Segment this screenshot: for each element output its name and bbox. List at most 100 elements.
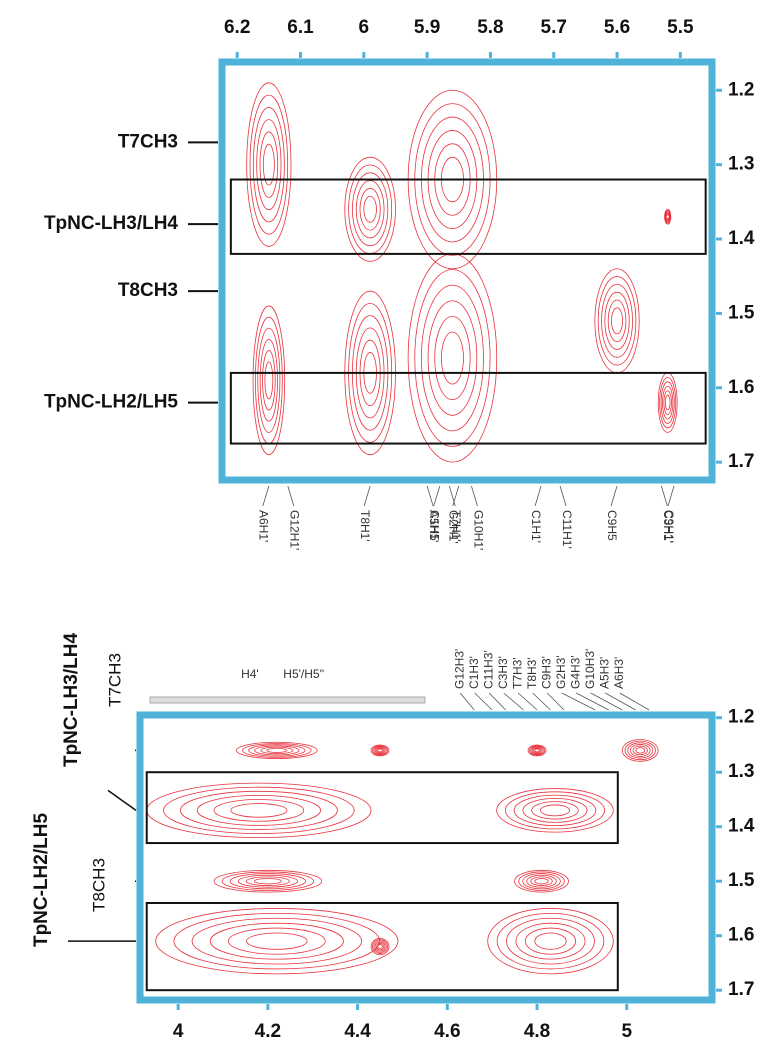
contour bbox=[259, 131, 279, 198]
contour bbox=[533, 747, 542, 754]
contour bbox=[242, 743, 312, 758]
contour bbox=[659, 376, 677, 429]
assignment-label: G2H1' bbox=[447, 510, 461, 544]
x-tick-label: 6.2 bbox=[224, 17, 250, 38]
assignment-label: C9H1' bbox=[662, 510, 676, 543]
assignment-leader bbox=[471, 485, 478, 507]
peak-annotation: T7CH3 bbox=[118, 131, 178, 152]
contour bbox=[665, 211, 671, 223]
assignment-leader bbox=[605, 692, 636, 711]
assignment-leader bbox=[426, 485, 434, 507]
y-tick-label: 1.5 bbox=[728, 870, 755, 891]
contour bbox=[373, 940, 387, 953]
y-tick-label: 1.7 bbox=[728, 451, 754, 472]
y-tick-label: 1.3 bbox=[728, 761, 754, 782]
assignment-label: G12H3' bbox=[452, 649, 466, 689]
assignment-leader bbox=[532, 692, 551, 711]
contour bbox=[196, 794, 321, 826]
panel: 4 4.2 4.4 4.6 4.8 5 1.2 1.3 1.4 1.5 1.6 1.7 T7CH3 TpN… bbox=[31, 633, 755, 1042]
contour bbox=[496, 788, 614, 833]
contour bbox=[524, 927, 577, 955]
assignment-leader bbox=[433, 485, 441, 507]
contour bbox=[179, 790, 338, 830]
peak-annotation: TpNC-LH2/LH5 bbox=[44, 392, 178, 413]
contour bbox=[344, 156, 396, 262]
contour bbox=[515, 922, 586, 960]
peak-annotation: TpNC-LH2/LH5 bbox=[31, 813, 52, 947]
selection-box bbox=[229, 178, 707, 255]
contour bbox=[522, 797, 588, 823]
assignment-leader bbox=[474, 692, 493, 711]
contour bbox=[534, 878, 549, 885]
contour bbox=[374, 747, 386, 754]
x-tick-label: 4.6 bbox=[434, 1021, 460, 1042]
contour bbox=[427, 300, 478, 416]
assignment-label: T7H3' bbox=[510, 657, 524, 689]
y-tick-label: 1.2 bbox=[728, 707, 754, 728]
leader-line bbox=[107, 789, 137, 811]
contour bbox=[621, 739, 659, 762]
contour bbox=[664, 394, 671, 411]
header-label: H4' bbox=[241, 667, 259, 681]
y-tick-label: 1.4 bbox=[728, 228, 755, 249]
contour bbox=[518, 871, 565, 891]
assignment-leader bbox=[262, 485, 270, 507]
contour bbox=[163, 786, 355, 834]
contour bbox=[632, 745, 648, 756]
contour bbox=[624, 740, 656, 761]
assignment-leader bbox=[459, 692, 475, 711]
assignment-leader bbox=[610, 485, 618, 507]
contour bbox=[227, 927, 326, 955]
assignment-leader bbox=[448, 485, 456, 507]
contour bbox=[373, 746, 387, 755]
assignment-label: C1H3' bbox=[467, 656, 481, 689]
plot-frame bbox=[136, 711, 716, 1004]
contour bbox=[257, 327, 281, 433]
contour bbox=[359, 188, 381, 231]
contour bbox=[506, 917, 595, 965]
y-tick-label: 1.7 bbox=[728, 979, 754, 1000]
contour bbox=[371, 939, 389, 954]
contour bbox=[496, 912, 605, 970]
peak-annotation: TpNC-LH3/LH4 bbox=[61, 633, 82, 767]
x-tick-label: 5.6 bbox=[604, 17, 630, 38]
contour bbox=[635, 747, 646, 754]
contour bbox=[259, 339, 278, 422]
assignment-leader bbox=[590, 692, 623, 711]
contour bbox=[374, 941, 386, 952]
y-tick-label: 1.6 bbox=[728, 925, 754, 946]
contour bbox=[248, 744, 306, 757]
contour bbox=[377, 944, 383, 950]
contour bbox=[370, 744, 390, 757]
contour bbox=[611, 307, 623, 335]
assignment-label: A6H3' bbox=[612, 657, 626, 689]
plot-frame bbox=[218, 58, 716, 484]
contour bbox=[237, 874, 298, 888]
assignment-leader bbox=[452, 485, 460, 507]
contour bbox=[370, 938, 390, 956]
assignment-leader bbox=[561, 692, 596, 711]
assignment-leader bbox=[660, 485, 668, 507]
contour bbox=[522, 873, 561, 890]
peak-annotation: T8CH3 bbox=[118, 280, 178, 301]
y-tick-label: 1.6 bbox=[728, 377, 754, 398]
assignment-label: A5H3' bbox=[597, 657, 611, 689]
assignment-leader bbox=[488, 692, 506, 711]
assignment-label: A6H1' bbox=[257, 510, 271, 542]
assignment-leader bbox=[576, 692, 610, 711]
contour bbox=[376, 747, 385, 754]
assignment-label: C1H5 bbox=[428, 510, 442, 541]
assignment-leader bbox=[667, 485, 675, 507]
contour bbox=[252, 305, 286, 456]
assignment-label: C11H1' bbox=[560, 510, 574, 549]
peak-annotation: T7CH3 bbox=[105, 653, 124, 707]
assignment-leader bbox=[363, 485, 371, 507]
selection-box bbox=[229, 371, 707, 445]
contour bbox=[256, 119, 282, 211]
x-tick-label: 4.4 bbox=[344, 1021, 371, 1042]
assignment-leader bbox=[287, 485, 295, 507]
x-tick-label: 5.7 bbox=[541, 17, 567, 38]
contour bbox=[252, 106, 285, 223]
contour bbox=[627, 742, 654, 759]
